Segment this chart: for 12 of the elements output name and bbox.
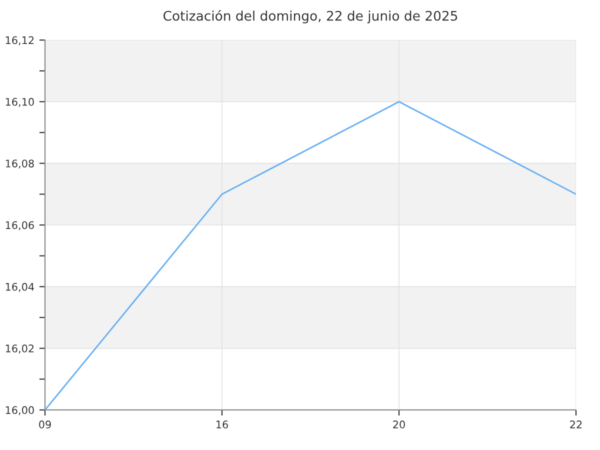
chart-title: Cotización del domingo, 22 de junio de 2025 — [164, 10, 458, 24]
y-tick-label: 16,08 — [6, 160, 34, 169]
y-tick-label: 16,00 — [6, 406, 34, 416]
x-tick-label: 22 — [570, 420, 582, 428]
y-tick-label: 16,06 — [6, 221, 34, 230]
y-tick-label: 16,02 — [6, 344, 34, 354]
x-tick-label: 20 — [393, 420, 405, 428]
y-tick-label: 16,04 — [6, 282, 34, 292]
x-tick-label: 16 — [216, 420, 228, 428]
x-tick-label: 09 — [39, 420, 51, 428]
y-tick-label: 16,10 — [6, 98, 34, 107]
y-tick-label: 16,12 — [6, 36, 34, 46]
